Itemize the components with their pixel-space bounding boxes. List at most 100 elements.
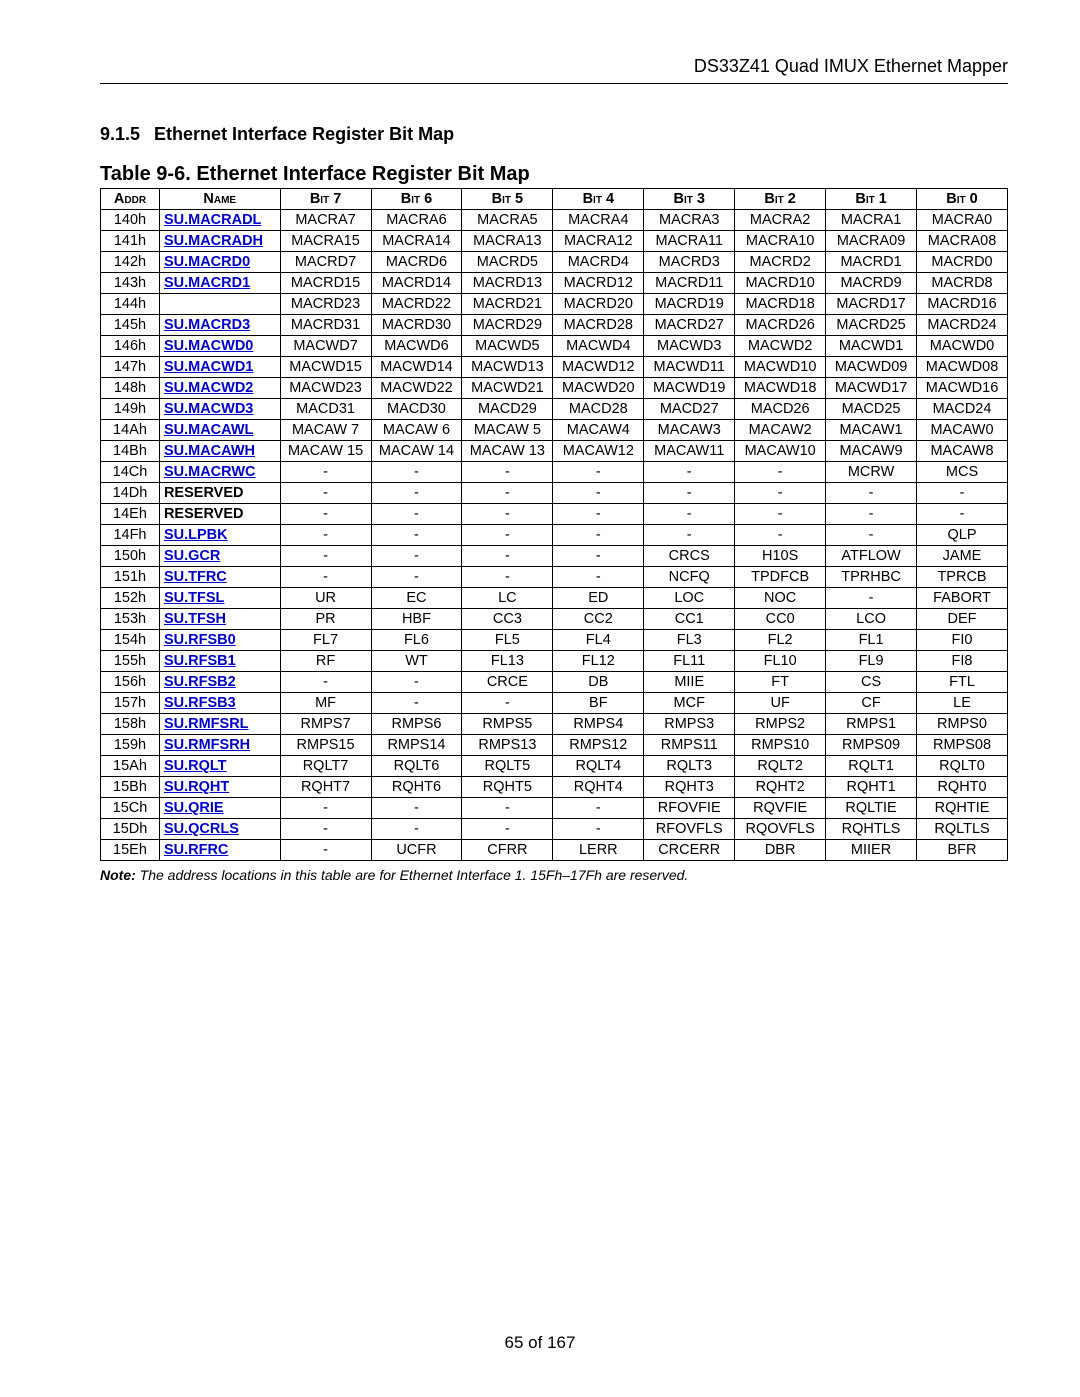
cell-bit-4: MACWD20 [553,378,644,399]
register-link[interactable]: SU.MACAWH [164,443,255,459]
register-link[interactable]: SU.MACRD1 [164,275,250,291]
cell-bit-0: TPRCB [917,567,1008,588]
table-row: 147hSU.MACWD1MACWD15MACWD14MACWD13MACWD1… [101,357,1008,378]
table-row: 156hSU.RFSB2--CRCEDBMIIEFTCSFTL [101,672,1008,693]
register-link[interactable]: SU.RFSB1 [164,653,236,669]
register-link[interactable]: SU.TFRC [164,569,227,585]
cell-addr: 15Ah [101,756,160,777]
register-link[interactable]: SU.MACAWL [164,422,253,438]
register-link[interactable]: SU.MACRADH [164,233,263,249]
register-link[interactable]: SU.MACRD0 [164,254,250,270]
cell-bit-7: - [280,525,371,546]
register-link[interactable]: SU.RFSB2 [164,674,236,690]
register-link[interactable]: SU.RFSB3 [164,695,236,711]
cell-bit-5: MACRD5 [462,252,553,273]
table-row: 150hSU.GCR----CRCSH10SATFLOWJAME [101,546,1008,567]
cell-bit-3: RMPS11 [644,735,735,756]
cell-bit-5: MACRA13 [462,231,553,252]
cell-bit-2: NOC [735,588,826,609]
cell-addr: 140h [101,210,160,231]
table-row: 15BhSU.RQHTRQHT7RQHT6RQHT5RQHT4RQHT3RQHT… [101,777,1008,798]
cell-name [159,294,280,315]
cell-bit-7: RMPS7 [280,714,371,735]
cell-addr: 148h [101,378,160,399]
register-link[interactable]: SU.MACRWC [164,464,256,480]
cell-bit-7: MACWD7 [280,336,371,357]
register-link[interactable]: SU.TFSH [164,611,226,627]
register-link[interactable]: SU.MACWD1 [164,359,253,375]
cell-addr: 145h [101,315,160,336]
register-link[interactable]: SU.GCR [164,548,220,564]
register-link[interactable]: SU.MACWD0 [164,338,253,354]
register-link[interactable]: SU.QRIE [164,800,224,816]
register-link[interactable]: SU.RFSB0 [164,632,236,648]
cell-bit-3: LOC [644,588,735,609]
table-row: 141hSU.MACRADHMACRA15MACRA14MACRA13MACRA… [101,231,1008,252]
cell-bit-3: - [644,504,735,525]
cell-bit-7: RQLT7 [280,756,371,777]
cell-bit-1: TPRHBC [826,567,917,588]
doc-header: DS33Z41 Quad IMUX Ethernet Mapper [100,56,1008,77]
table-row: 148hSU.MACWD2MACWD23MACWD22MACWD21MACWD2… [101,378,1008,399]
cell-name: SU.MACRD0 [159,252,280,273]
cell-bit-1: - [826,588,917,609]
cell-bit-4: - [553,798,644,819]
register-link[interactable]: SU.RMFSRL [164,716,249,732]
register-link[interactable]: SU.LPBK [164,527,228,543]
cell-bit-6: MACWD6 [371,336,462,357]
table-row: 14BhSU.MACAWHMACAW 15MACAW 14MACAW 13MAC… [101,441,1008,462]
register-link[interactable]: SU.RMFSRH [164,737,250,753]
cell-bit-2: - [735,483,826,504]
cell-bit-0: RQLTLS [917,819,1008,840]
cell-bit-3: MCF [644,693,735,714]
cell-name: SU.MACRD3 [159,315,280,336]
cell-bit-1: MACRA09 [826,231,917,252]
cell-bit-3: CRCERR [644,840,735,861]
cell-bit-3: - [644,483,735,504]
register-link[interactable]: SU.RQHT [164,779,229,795]
cell-bit-2: DBR [735,840,826,861]
register-link[interactable]: SU.MACWD2 [164,380,253,396]
table-row: 14DhRESERVED-------- [101,483,1008,504]
cell-bit-1: RQLTIE [826,798,917,819]
register-link[interactable]: SU.MACWD3 [164,401,253,417]
table-row: 153hSU.TFSHPRHBFCC3CC2CC1CC0LCODEF [101,609,1008,630]
cell-bit-4: - [553,819,644,840]
cell-addr: 15Bh [101,777,160,798]
cell-bit-1: MACAW1 [826,420,917,441]
cell-name: SU.MACAWH [159,441,280,462]
cell-bit-4: MACRD28 [553,315,644,336]
cell-bit-7: RQHT7 [280,777,371,798]
register-link[interactable]: SU.MACRD3 [164,317,250,333]
cell-bit-1: FL1 [826,630,917,651]
cell-bit-4: - [553,462,644,483]
register-bitmap-table: AddrNameBit 7Bit 6Bit 5Bit 4Bit 3Bit 2Bi… [100,188,1008,861]
register-link[interactable]: SU.MACRADL [164,212,261,228]
col-name: Name [159,189,280,210]
cell-bit-3: RMPS3 [644,714,735,735]
cell-bit-5: RMPS13 [462,735,553,756]
cell-bit-6: HBF [371,609,462,630]
register-link[interactable]: SU.QCRLS [164,821,239,837]
register-link[interactable]: SU.RQLT [164,758,227,774]
cell-bit-4: MACWD12 [553,357,644,378]
register-link[interactable]: SU.RFRC [164,842,228,858]
cell-bit-3: MACRD11 [644,273,735,294]
cell-addr: 152h [101,588,160,609]
cell-bit-3: MACRA3 [644,210,735,231]
cell-name: RESERVED [159,483,280,504]
cell-name: SU.RMFSRL [159,714,280,735]
cell-bit-5: - [462,819,553,840]
cell-bit-6: - [371,693,462,714]
register-link[interactable]: SU.TFSL [164,590,224,606]
cell-bit-5: MACAW 13 [462,441,553,462]
cell-bit-0: RMPS0 [917,714,1008,735]
cell-addr: 14Eh [101,504,160,525]
table-row: 142hSU.MACRD0MACRD7MACRD6MACRD5MACRD4MAC… [101,252,1008,273]
cell-bit-5: - [462,483,553,504]
cell-name: SU.QCRLS [159,819,280,840]
cell-bit-1: MIIER [826,840,917,861]
cell-addr: 157h [101,693,160,714]
cell-bit-3: MACAW3 [644,420,735,441]
cell-name: SU.MACRD1 [159,273,280,294]
